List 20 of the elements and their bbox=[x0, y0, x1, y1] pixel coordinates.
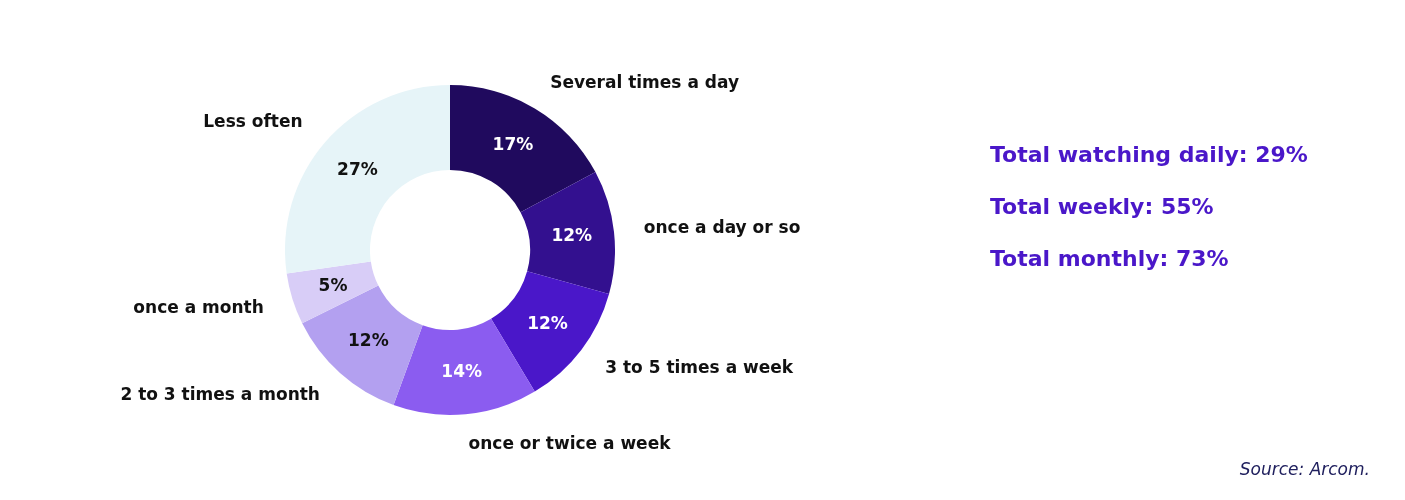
slice-label: once a day or so bbox=[643, 217, 801, 238]
donut-slice bbox=[520, 172, 615, 294]
slice-label: 3 to 5 times a week bbox=[605, 357, 794, 378]
source-note: Source: Arcom. bbox=[1239, 459, 1370, 479]
slice-label: Less often bbox=[203, 111, 303, 132]
slice-label: once or twice a week bbox=[468, 433, 672, 454]
data-label: 17% bbox=[492, 133, 534, 154]
data-label: 12% bbox=[347, 330, 389, 351]
data-label: 12% bbox=[551, 225, 593, 246]
data-label: 12% bbox=[527, 313, 568, 334]
slice-label: Several times a day bbox=[550, 71, 739, 92]
data-label: 14% bbox=[441, 360, 482, 381]
data-label: 27% bbox=[337, 158, 378, 179]
slice-label: 2 to 3 times a month bbox=[120, 384, 320, 405]
slice-label: once a month bbox=[133, 296, 264, 317]
donut-slice bbox=[286, 261, 379, 324]
text: Total monthly: 73% bbox=[990, 246, 1229, 271]
data-label: 5% bbox=[318, 275, 348, 296]
text: Total weekly: 55% bbox=[990, 194, 1214, 219]
text: Total watching daily: 29% bbox=[990, 142, 1308, 167]
